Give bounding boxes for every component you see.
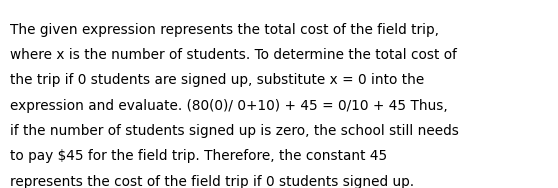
Text: expression and evaluate. (80(0)/ 0+10) + 45 = 0/10 + 45 Thus,: expression and evaluate. (80(0)/ 0+10) +… — [10, 99, 448, 113]
Text: where x is the number of students. To determine the total cost of: where x is the number of students. To de… — [10, 48, 457, 62]
Text: The given expression represents the total cost of the field trip,: The given expression represents the tota… — [10, 23, 439, 36]
Text: represents the cost of the field trip if 0 students signed up.: represents the cost of the field trip if… — [10, 175, 414, 188]
Text: to pay $45 for the field trip. Therefore, the constant 45: to pay $45 for the field trip. Therefore… — [10, 149, 387, 163]
Text: if the number of students signed up is zero, the school still needs: if the number of students signed up is z… — [10, 124, 459, 138]
Text: the trip if 0 students are signed up, substitute x = 0 into the: the trip if 0 students are signed up, su… — [10, 73, 424, 87]
